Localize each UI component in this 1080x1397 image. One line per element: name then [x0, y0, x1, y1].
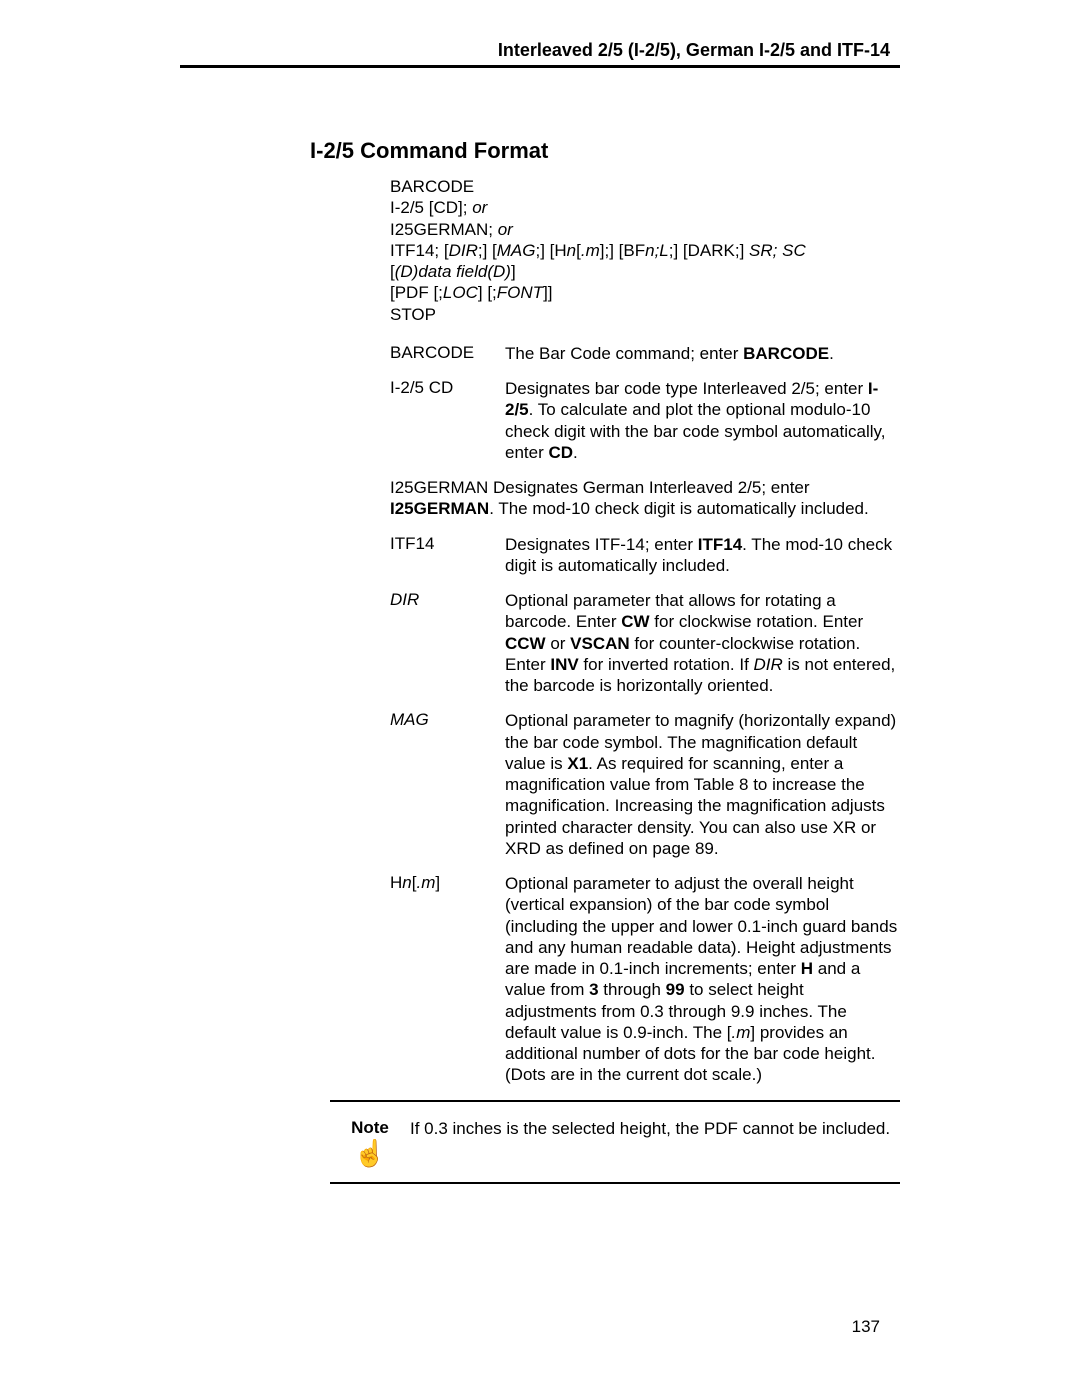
syntax-line-5: [(D)data field(D)] [390, 261, 900, 282]
note-label: Note [330, 1118, 410, 1138]
def-bold: CD [548, 443, 573, 462]
param-row-barcode: BARCODE The Bar Code command; enter BARC… [390, 343, 900, 364]
syntax-text: ] [511, 262, 516, 281]
param-def-inline: I25GERMAN Designates German Interleaved … [390, 477, 900, 520]
syntax-ital: (D)data field(D) [395, 262, 511, 281]
syntax-line-2: I-2/5 [CD]; or [390, 197, 900, 218]
syntax-ital: LOC [443, 283, 478, 302]
syntax-line-4: ITF14; [DIR;] [MAG;] [Hn[.m];] [BFn;L;] … [390, 240, 900, 261]
note-text: If 0.3 inches is the selected height, th… [410, 1118, 900, 1166]
term-text: ] [435, 873, 440, 892]
page-number: 137 [852, 1317, 880, 1337]
param-term: DIR [390, 590, 505, 696]
page: Interleaved 2/5 (I-2/5), German I-2/5 an… [0, 0, 1080, 1397]
syntax-ital: .m [581, 241, 600, 260]
syntax-text: ]] [543, 283, 552, 302]
param-term: BARCODE [390, 343, 505, 364]
def-ital: .m [732, 1023, 751, 1042]
param-term: ITF14 [390, 534, 505, 577]
syntax-text: ;] [ [478, 241, 497, 260]
syntax-block: BARCODE I-2/5 [CD]; or I25GERMAN; or ITF… [390, 176, 900, 325]
def-text: . [573, 443, 578, 462]
param-row-i25german: I25GERMAN Designates German Interleaved … [390, 477, 900, 520]
def-bold: I25GERMAN [390, 499, 489, 518]
param-def: The Bar Code command; enter BARCODE. [505, 343, 900, 364]
def-bold: CW [621, 612, 649, 631]
syntax-text: ;] [H [536, 241, 567, 260]
syntax-ital: DIR [449, 241, 478, 260]
syntax-line-1: BARCODE [390, 176, 900, 197]
param-def: Designates ITF-14; enter ITF14. The mod-… [505, 534, 900, 577]
param-def: Designates bar code type Interleaved 2/5… [505, 378, 900, 463]
syntax-ital: n [567, 241, 576, 260]
term-text: H [390, 873, 402, 892]
header-rule [180, 65, 900, 68]
def-bold: 99 [666, 980, 685, 999]
param-row-dir: DIR Optional parameter that allows for r… [390, 590, 900, 696]
param-row-mag: MAG Optional parameter to magnify (horiz… [390, 710, 900, 859]
def-text: through [599, 980, 666, 999]
syntax-text: I25GERMAN; [390, 220, 498, 239]
param-row-i25cd: I-2/5 CD Designates bar code type Interl… [390, 378, 900, 463]
def-text: for clockwise rotation. Enter [650, 612, 864, 631]
def-text: or [546, 634, 571, 653]
syntax-line-7: STOP [390, 304, 900, 325]
term-ital: n [402, 873, 411, 892]
def-bold: VSCAN [570, 634, 630, 653]
syntax-ital: n;L [645, 241, 669, 260]
syntax-ital: FONT [497, 283, 543, 302]
param-def: Optional parameter to magnify (horizonta… [505, 710, 900, 859]
note-rule-top [330, 1100, 900, 1102]
note-label-column: Note ☝ [330, 1118, 410, 1166]
def-bold: X1 [567, 754, 588, 773]
def-text: The Bar Code command; enter [505, 344, 743, 363]
param-def: Optional parameter to adjust the overall… [505, 873, 900, 1086]
term-ital: .m [416, 873, 435, 892]
syntax-text: [PDF [; [390, 283, 443, 302]
def-bold: INV [550, 655, 578, 674]
def-bold: BARCODE [743, 344, 829, 363]
def-ital: DIR [754, 655, 783, 674]
note-rule-bottom [330, 1182, 900, 1184]
def-text: Designates bar code type Interleaved 2/5… [505, 379, 868, 398]
def-bold: CCW [505, 634, 546, 653]
def-text: for inverted rotation. If [579, 655, 754, 674]
syntax-text: ITF14; [ [390, 241, 449, 260]
param-term: I-2/5 CD [390, 378, 505, 463]
page-header-title: Interleaved 2/5 (I-2/5), German I-2/5 an… [180, 40, 900, 61]
param-term: MAG [390, 710, 505, 859]
def-bold: 3 [589, 980, 598, 999]
pointing-hand-icon: ☝ [330, 1140, 410, 1166]
param-term: Hn[.m] [390, 873, 505, 1086]
def-text: . The mod-10 check digit is automaticall… [489, 499, 869, 518]
syntax-ital: MAG [497, 241, 536, 260]
param-def: Optional parameter that allows for rotat… [505, 590, 900, 696]
def-text: Designates ITF-14; enter [505, 535, 698, 554]
syntax-text: I-2/5 [CD]; [390, 198, 472, 217]
def-bold: ITF14 [698, 535, 742, 554]
syntax-text: ];] [BF [600, 241, 645, 260]
def-text: . [829, 344, 834, 363]
param-row-hnm: Hn[.m] Optional parameter to adjust the … [390, 873, 900, 1086]
param-term-inline: I25GERMAN [390, 478, 488, 497]
section-heading: I-2/5 Command Format [310, 138, 900, 164]
syntax-line-6: [PDF [;LOC] [;FONT]] [390, 282, 900, 303]
syntax-text: ] [; [478, 283, 497, 302]
syntax-or: or [472, 198, 487, 217]
param-row-itf14: ITF14 Designates ITF-14; enter ITF14. Th… [390, 534, 900, 577]
def-text: Designates German Interleaved 2/5; enter [488, 478, 809, 497]
note-block: Note ☝ If 0.3 inches is the selected hei… [330, 1110, 900, 1174]
syntax-ital: SR; SC [749, 241, 806, 260]
syntax-text: ;] [DARK;] [669, 241, 749, 260]
syntax-or: or [498, 220, 513, 239]
def-bold: H [801, 959, 813, 978]
syntax-line-3: I25GERMAN; or [390, 219, 900, 240]
